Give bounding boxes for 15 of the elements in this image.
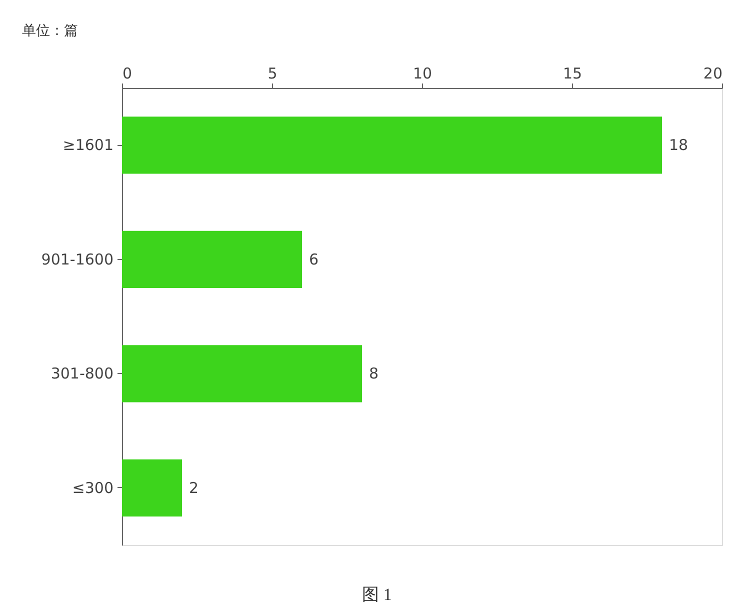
data-label: 2 <box>189 478 199 497</box>
x-tick-label: 5 <box>268 64 278 82</box>
y-tick-label: ≥1601 <box>62 136 114 154</box>
data-label: 8 <box>369 364 379 383</box>
y-tick-label: ≤300 <box>72 478 114 497</box>
y-tick-label: 901-1600 <box>41 250 114 268</box>
caption: 图 1 <box>362 585 392 604</box>
data-label: 6 <box>309 250 319 268</box>
text: 单位：篇 <box>22 23 78 39</box>
x-tick-label: 0 <box>122 64 132 82</box>
x-tick-label: 20 <box>703 64 722 82</box>
x-tick-label: 15 <box>562 64 582 82</box>
x-tick-label: 10 <box>412 64 432 82</box>
data-label: 18 <box>669 136 688 154</box>
y-tick-label: 301-800 <box>50 364 114 383</box>
